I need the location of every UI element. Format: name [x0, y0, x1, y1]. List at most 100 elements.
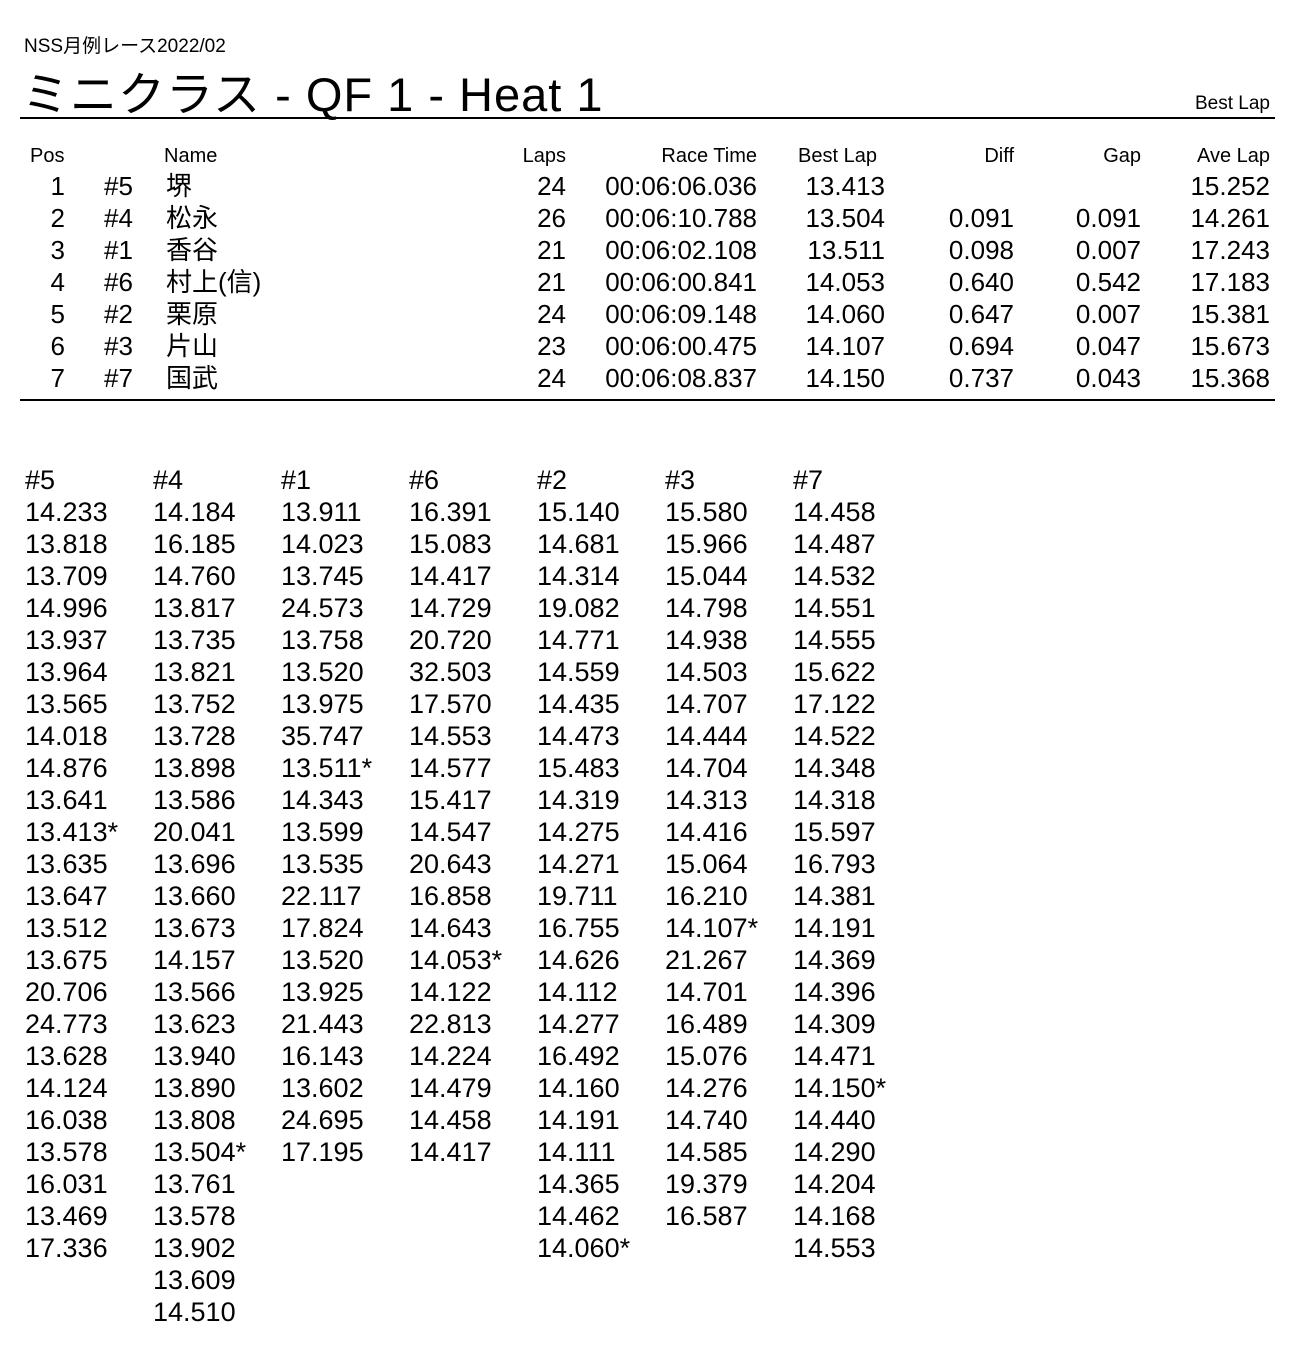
- lap-column-header: #3: [665, 465, 696, 495]
- cell-car-number: #6: [104, 267, 133, 297]
- lap-time: 14.473: [537, 721, 620, 751]
- lap-time: 13.512: [25, 913, 108, 943]
- lap-time: 14.191: [793, 913, 876, 943]
- lap-time: 13.586: [153, 785, 236, 815]
- lap-time: 14.271: [537, 849, 620, 879]
- lap-time: 13.623: [153, 1009, 236, 1039]
- lap-time: 14.160: [537, 1073, 620, 1103]
- lap-time: 14.701: [665, 977, 748, 1007]
- lap-time: 14.798: [665, 593, 748, 623]
- lap-time: 14.023: [281, 529, 364, 559]
- lap-time: 14.018: [25, 721, 108, 751]
- lap-time: 14.458: [793, 497, 876, 527]
- bottom-divider: [20, 399, 1275, 401]
- sort-label: Best Lap: [1195, 93, 1270, 114]
- lap-time: 14.471: [793, 1041, 876, 1071]
- lap-time: 14.440: [793, 1105, 876, 1135]
- cell-race-time: 00:06:09.148: [605, 299, 757, 329]
- lap-time: 14.547: [409, 817, 492, 847]
- lap-time: 17.122: [793, 689, 876, 719]
- cell-pos: 2: [50, 203, 65, 233]
- lap-time: 15.580: [665, 497, 748, 527]
- lap-column-header: #7: [793, 465, 824, 495]
- lap-time: 19.082: [537, 593, 620, 623]
- lap-time: 13.709: [25, 561, 108, 591]
- lap-time: 15.064: [665, 849, 748, 879]
- cell-laps: 24: [537, 299, 566, 329]
- cell-car-number: #2: [104, 299, 133, 329]
- cell-gap: 0.542: [1075, 267, 1141, 297]
- cell-diff: 0.737: [948, 363, 1014, 393]
- lap-time: 14.396: [793, 977, 876, 1007]
- lap-time: 16.185: [153, 529, 236, 559]
- lap-time: 13.758: [281, 625, 364, 655]
- cell-laps: 24: [537, 363, 566, 393]
- lap-time: 16.858: [409, 881, 492, 911]
- lap-column: #7 14.458 14.487 14.532 14.551 14.555 15.622 17…: [793, 464, 921, 1264]
- lap-time: 15.076: [665, 1041, 748, 1071]
- cell-ave-lap: 15.368: [1190, 363, 1270, 393]
- lap-time: 15.622: [793, 657, 876, 687]
- lap-time: 17.336: [25, 1233, 108, 1263]
- lap-time: 14.157: [153, 945, 236, 975]
- lap-time: 14.168: [793, 1201, 876, 1231]
- lap-time: 15.140: [537, 497, 620, 527]
- lap-time: 14.626: [537, 945, 620, 975]
- lap-time: 13.578: [153, 1201, 236, 1231]
- lap-time: 13.511*: [281, 753, 373, 783]
- lap-time: 13.504*: [153, 1137, 247, 1167]
- lap-time: 16.391: [409, 497, 492, 527]
- cell-name: 片山: [166, 331, 219, 361]
- cell-laps: 24: [537, 171, 566, 201]
- lap-time: 13.752: [153, 689, 236, 719]
- lap-time: 14.150*: [793, 1073, 887, 1103]
- lap-time: 14.053*: [409, 945, 503, 975]
- lap-time: 16.031: [25, 1169, 108, 1199]
- cell-race-time: 00:06:10.788: [605, 203, 757, 233]
- lap-time: 15.083: [409, 529, 492, 559]
- lap-time: 15.483: [537, 753, 620, 783]
- lap-time: 14.112: [537, 977, 618, 1007]
- lap-time: 13.937: [25, 625, 108, 655]
- col-gap: Gap: [1103, 145, 1141, 167]
- lap-time: 21.443: [281, 1009, 364, 1039]
- lap-time: 13.821: [153, 657, 236, 687]
- lap-time: 13.535: [281, 849, 364, 879]
- lap-time: 14.276: [665, 1073, 748, 1103]
- lap-time: 13.660: [153, 881, 236, 911]
- lap-time: 14.111: [537, 1137, 616, 1167]
- lap-time: 14.124: [25, 1073, 108, 1103]
- lap-time: 14.277: [537, 1009, 620, 1039]
- lap-time: 24.773: [25, 1009, 108, 1039]
- lap-time: 14.275: [537, 817, 620, 847]
- cell-name: 栗原: [166, 299, 219, 329]
- cell-diff: 0.640: [948, 267, 1014, 297]
- lap-time: 14.938: [665, 625, 748, 655]
- cell-name: 堺: [166, 171, 193, 201]
- cell-gap: 0.047: [1075, 331, 1141, 361]
- lap-time: 14.704: [665, 753, 748, 783]
- lap-column: #4 14.184 16.185 14.760 13.817 13.735 13.821 13…: [153, 464, 281, 1328]
- lap-time: 16.793: [793, 849, 876, 879]
- lap-time: 13.578: [25, 1137, 108, 1167]
- col-race-time: Race Time: [661, 145, 757, 167]
- lap-time: 14.417: [409, 561, 492, 591]
- cell-laps: 21: [537, 267, 566, 297]
- lap-time: 14.479: [409, 1073, 492, 1103]
- col-ave-lap: Ave Lap: [1196, 145, 1270, 167]
- lap-time: 13.898: [153, 753, 236, 783]
- lap-time: 13.566: [153, 977, 236, 1007]
- lap-time: 14.771: [537, 625, 620, 655]
- lap-time: 14.740: [665, 1105, 748, 1135]
- lap-time: 14.204: [793, 1169, 876, 1199]
- col-laps: Laps: [522, 145, 566, 167]
- lap-time: 15.966: [665, 529, 748, 559]
- cell-name: 香谷: [166, 235, 219, 265]
- lap-time: 14.435: [537, 689, 620, 719]
- lap-time: 13.609: [153, 1265, 236, 1295]
- lap-time: 20.706: [25, 977, 108, 1007]
- cell-pos: 1: [50, 171, 65, 201]
- cell-pos: 6: [50, 331, 65, 361]
- cell-diff: 0.091: [948, 203, 1014, 233]
- lap-time: 14.417: [409, 1137, 492, 1167]
